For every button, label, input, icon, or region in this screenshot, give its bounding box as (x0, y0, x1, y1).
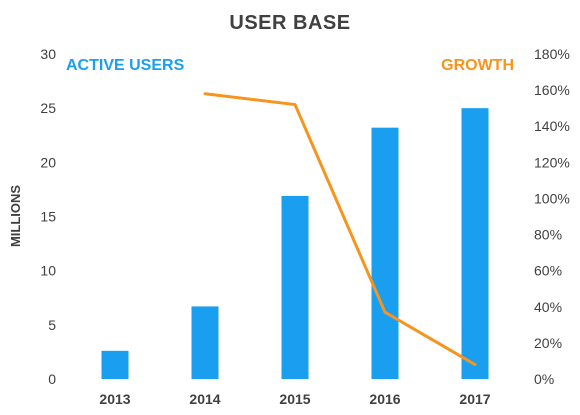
x-axis-tick-label: 2014 (189, 391, 220, 407)
active-users-series-label: ACTIVE USERS (66, 57, 185, 74)
bars-layer (101, 108, 489, 380)
active-users-bar (101, 350, 129, 379)
active-users-bar (371, 127, 399, 380)
left-axis-ticks: 0 5 10 15 20 25 30 (40, 46, 56, 387)
growth-line (203, 92, 477, 367)
left-axis-tick-label: 10 (40, 263, 56, 279)
active-users-bar (461, 108, 489, 380)
left-axis-tick-label: 0 (48, 371, 56, 387)
active-users-bar (281, 195, 309, 379)
right-axis-tick-label: 80% (534, 227, 562, 243)
right-axis-tick-label: 20% (534, 335, 562, 351)
growth-series-label: GROWTH (441, 57, 514, 74)
left-axis-tick-label: 20 (40, 154, 56, 170)
left-axis-tick-label: 30 (40, 46, 56, 62)
right-axis-tick-label: 60% (534, 263, 562, 279)
y-axis-title: MILLIONS (8, 185, 23, 247)
growth-line-layer (203, 92, 477, 367)
right-axis-tick-label: 120% (534, 154, 570, 170)
x-axis-tick-label: 2013 (99, 391, 130, 407)
left-axis-tick-label: 15 (40, 209, 56, 225)
x-axis-tick-label: 2015 (279, 391, 310, 407)
x-axis-tick-label: 2016 (369, 391, 400, 407)
right-axis-tick-label: 0% (534, 371, 554, 387)
right-axis-tick-label: 160% (534, 82, 570, 98)
right-axis-tick-label: 40% (534, 299, 562, 315)
chart-title: USER BASE (229, 12, 350, 34)
left-axis-tick-label: 25 (40, 100, 56, 116)
active-users-bar (191, 306, 219, 379)
right-axis-tick-label: 180% (534, 46, 570, 62)
x-axis-tick-label: 2017 (459, 391, 490, 407)
right-axis-ticks: 0% 20% 40% 60% 80% 100% 120% 140% 160% 180% (534, 46, 570, 387)
x-axis-ticks: 2013 2014 2015 2016 2017 (99, 391, 490, 407)
left-axis-tick-label: 5 (48, 317, 56, 333)
right-axis-tick-label: 100% (534, 190, 570, 206)
right-axis-tick-label: 140% (534, 118, 570, 134)
